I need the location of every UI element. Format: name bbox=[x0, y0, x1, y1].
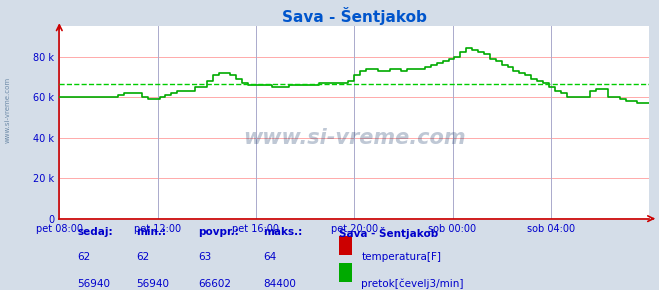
Text: 84400: 84400 bbox=[263, 279, 296, 289]
Text: 64: 64 bbox=[263, 251, 276, 262]
Title: Sava - Šentjakob: Sava - Šentjakob bbox=[282, 7, 426, 25]
Text: 56940: 56940 bbox=[77, 279, 110, 289]
Text: Sava - Šentjakob: Sava - Šentjakob bbox=[339, 227, 439, 239]
Bar bbox=[339, 236, 353, 255]
Text: www.si-vreme.com: www.si-vreme.com bbox=[5, 77, 11, 143]
Text: 56940: 56940 bbox=[136, 279, 169, 289]
Bar bbox=[339, 263, 353, 282]
Text: povpr.:: povpr.: bbox=[198, 227, 239, 237]
Text: maks.:: maks.: bbox=[263, 227, 302, 237]
Text: 62: 62 bbox=[136, 251, 149, 262]
Text: 66602: 66602 bbox=[198, 279, 231, 289]
Text: 63: 63 bbox=[198, 251, 211, 262]
Text: pretok[čevelj3/min]: pretok[čevelj3/min] bbox=[361, 279, 464, 289]
Text: min.:: min.: bbox=[136, 227, 166, 237]
Text: sedaj:: sedaj: bbox=[77, 227, 113, 237]
Text: www.si-vreme.com: www.si-vreme.com bbox=[243, 128, 465, 148]
Text: 62: 62 bbox=[77, 251, 90, 262]
Text: temperatura[F]: temperatura[F] bbox=[361, 251, 442, 262]
